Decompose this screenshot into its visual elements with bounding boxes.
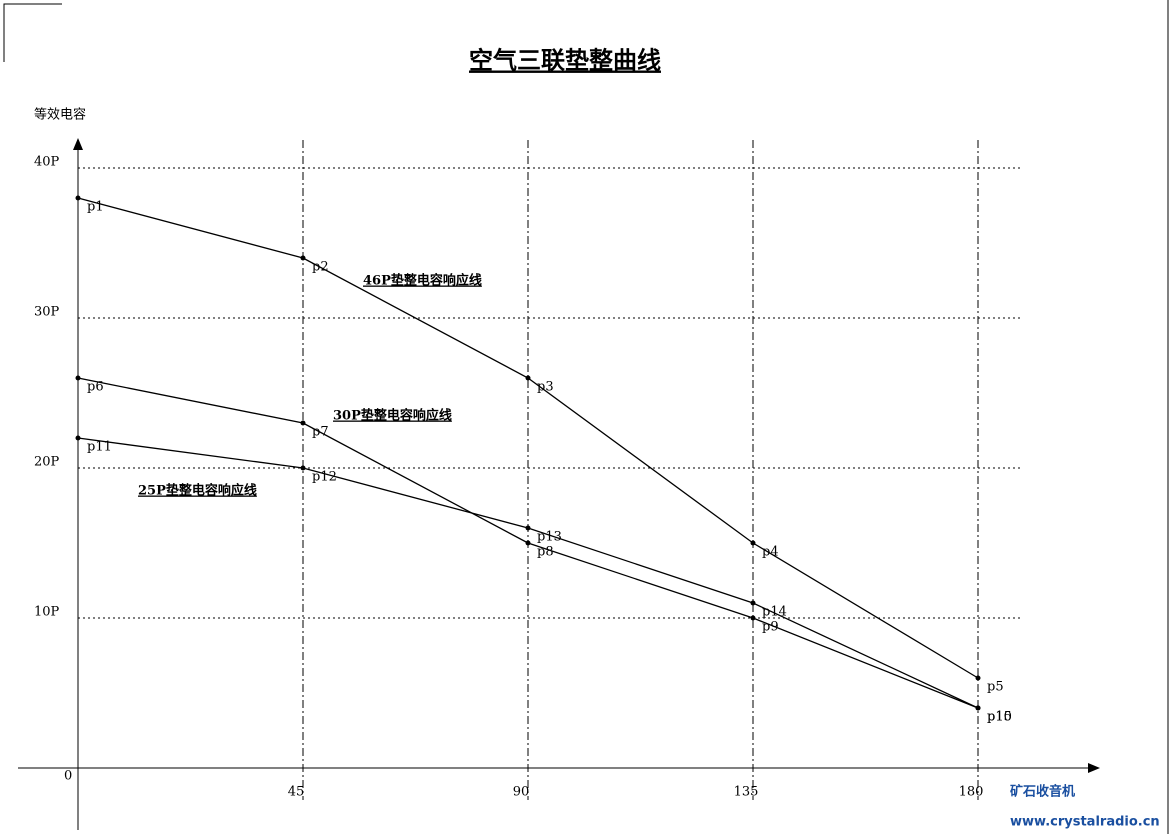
point xyxy=(975,675,981,681)
point xyxy=(750,600,756,606)
watermark-title: 矿石收音机 xyxy=(1010,784,1075,800)
point xyxy=(300,420,306,426)
corner-mark xyxy=(3,3,62,62)
y-tick-label: 0 xyxy=(64,769,72,784)
point xyxy=(300,255,306,261)
point xyxy=(525,525,531,531)
point-label: p12 xyxy=(312,470,337,485)
point-label: p9 xyxy=(762,620,779,635)
series-name: 46P垫整电容响应线 xyxy=(363,273,482,289)
point xyxy=(75,195,81,201)
point-label: p10 xyxy=(987,710,1012,725)
point-label: p5 xyxy=(987,680,1004,695)
point xyxy=(300,465,306,471)
y-arrow xyxy=(73,138,83,150)
point xyxy=(750,540,756,546)
point xyxy=(75,435,81,441)
point xyxy=(75,375,81,381)
x-tick-label: 45 xyxy=(288,785,305,800)
point-label: p7 xyxy=(312,425,329,440)
point-label: p13 xyxy=(537,530,562,545)
series-name: 30P垫整电容响应线 xyxy=(333,408,452,424)
point-label: p3 xyxy=(537,380,554,395)
y-axis-label: 等效电容 xyxy=(34,107,86,123)
point-label: p2 xyxy=(312,260,329,275)
point-label: p1 xyxy=(87,200,104,215)
point-label: p11 xyxy=(87,440,112,455)
chart-title: 空气三联垫整曲线 xyxy=(469,46,661,75)
watermark-url: www.crystalradio.cn xyxy=(1010,815,1160,830)
series-name: 25P垫整电容响应线 xyxy=(138,483,257,499)
y-tick-label: 40P xyxy=(34,155,60,170)
point-label: p15 xyxy=(987,710,1012,725)
point xyxy=(525,375,531,381)
x-tick-label: 90 xyxy=(513,785,530,800)
point-label: p6 xyxy=(87,380,104,395)
x-tick-label: 135 xyxy=(734,785,759,800)
point xyxy=(750,615,756,621)
y-tick-label: 30P xyxy=(34,305,60,320)
x-tick-label: 180 xyxy=(959,785,984,800)
point-label: p14 xyxy=(762,605,787,620)
y-tick-label: 10P xyxy=(34,605,60,620)
point-label: p8 xyxy=(537,545,554,560)
point xyxy=(525,540,531,546)
point-label: p4 xyxy=(762,545,779,560)
point xyxy=(975,705,981,711)
x-arrow xyxy=(1088,763,1100,773)
y-tick-label: 20P xyxy=(34,455,60,470)
